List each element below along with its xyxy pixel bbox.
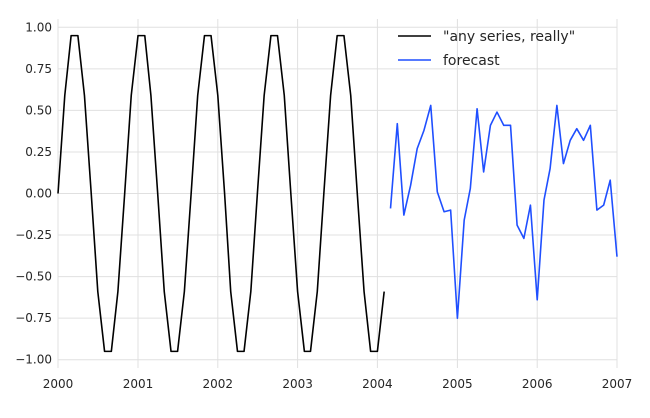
x-tick-label: 2000 [43,377,74,391]
y-tick-label: −0.75 [15,311,52,325]
series-group [57,34,618,353]
legend-label: "any series, really" [443,29,575,45]
y-tick-label: −0.25 [15,228,52,242]
y-tick-label: −1.00 [15,353,52,367]
x-tick-label: 2006 [522,377,553,391]
y-axis: 1.00 0.75 0.50 0.25 0.00 −0.25 −0.50 −0.75 −1.00 [15,20,52,366]
x-tick-label: 2004 [362,377,393,391]
x-tick-label: 2002 [203,377,234,391]
y-tick-label: 1.00 [25,20,52,34]
y-tick-label: 0.00 [25,187,52,201]
y-tick-label: 0.50 [25,103,52,117]
x-axis: 2000 2001 2002 2003 2004 2005 2006 2007 [43,377,633,391]
x-tick-label: 2007 [602,377,633,391]
legend-label: forecast [443,53,500,69]
x-tick-label: 2005 [442,377,473,391]
y-tick-label: 0.75 [25,62,52,76]
series-line-any-series [57,34,385,353]
series-line-forecast [389,104,618,319]
x-tick-label: 2003 [282,377,313,391]
y-tick-label: 0.25 [25,145,52,159]
grid [57,19,618,368]
y-tick-label: −0.50 [15,270,52,284]
x-tick-label: 2001 [123,377,154,391]
legend: "any series, really" forecast [398,29,575,69]
